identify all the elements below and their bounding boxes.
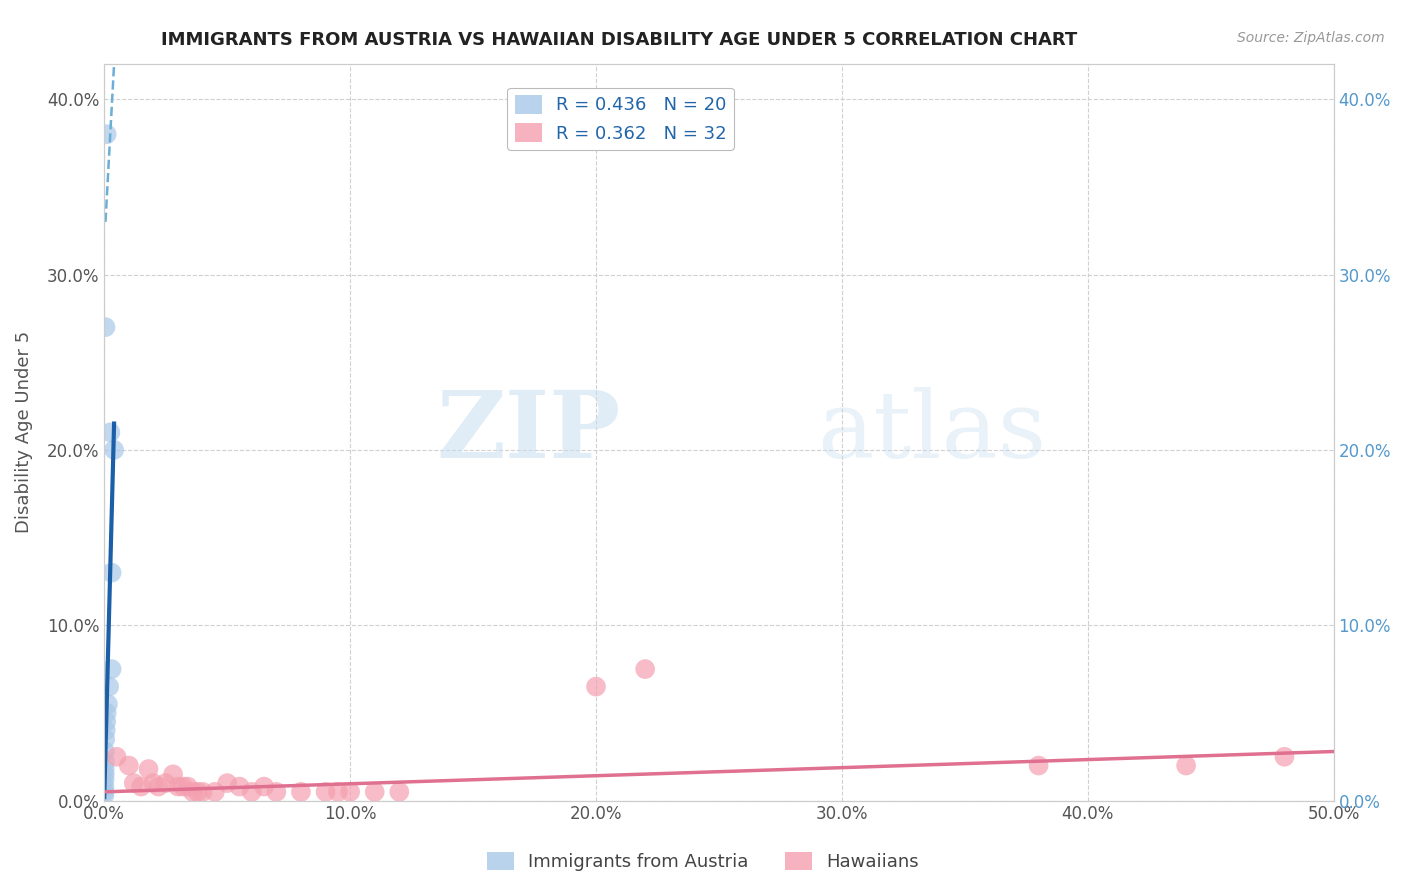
Point [187, 785, 209, 799]
Point [1274, 749, 1296, 764]
Point [585, 680, 607, 694]
Legend: Immigrants from Austria, Hawaiians: Immigrants from Austria, Hawaiians [479, 845, 927, 879]
Point [100, 566, 122, 580]
Point [634, 662, 657, 676]
Point [172, 780, 194, 794]
Point [191, 785, 214, 799]
Point [98, 680, 121, 694]
Point [364, 785, 387, 799]
Point [253, 780, 276, 794]
Point [97, 697, 120, 711]
Point [93, 767, 115, 781]
Text: IMMIGRANTS FROM AUSTRIA VS HAWAIIAN DISABILITY AGE UNDER 5 CORRELATION CHART: IMMIGRANTS FROM AUSTRIA VS HAWAIIAN DISA… [160, 31, 1077, 49]
Point [93, 785, 115, 799]
Point [96, 706, 118, 720]
Point [129, 780, 152, 794]
Point [93, 780, 115, 794]
Point [217, 776, 239, 790]
Point [94, 732, 117, 747]
Point [138, 762, 160, 776]
Point [339, 785, 361, 799]
Point [94, 320, 117, 334]
Point [155, 776, 177, 790]
Point [1175, 758, 1198, 772]
Point [94, 745, 117, 759]
Point [122, 776, 145, 790]
Point [228, 780, 250, 794]
Point [266, 785, 288, 799]
Point [326, 785, 349, 799]
Point [142, 776, 165, 790]
Point [100, 425, 122, 440]
Point [100, 662, 122, 676]
Point [118, 758, 141, 772]
Point [240, 785, 263, 799]
Point [93, 772, 115, 787]
Point [181, 785, 204, 799]
Legend: R = 0.436   N = 20, R = 0.362   N = 32: R = 0.436 N = 20, R = 0.362 N = 32 [508, 87, 734, 150]
Point [96, 127, 118, 141]
Point [94, 755, 117, 769]
Point [315, 785, 337, 799]
Point [1028, 758, 1050, 772]
Point [162, 767, 184, 781]
Point [148, 780, 170, 794]
Point [103, 442, 125, 457]
Text: Source: ZipAtlas.com: Source: ZipAtlas.com [1237, 31, 1385, 45]
Point [388, 785, 411, 799]
Y-axis label: Disability Age Under 5: Disability Age Under 5 [15, 331, 32, 533]
Point [290, 785, 312, 799]
Point [96, 714, 118, 729]
Point [93, 762, 115, 776]
Point [93, 789, 115, 803]
Point [94, 723, 117, 738]
Point [105, 749, 128, 764]
Text: ZIP: ZIP [436, 387, 620, 477]
Point [177, 780, 200, 794]
Point [167, 780, 190, 794]
Point [204, 785, 226, 799]
Text: atlas: atlas [817, 387, 1046, 477]
